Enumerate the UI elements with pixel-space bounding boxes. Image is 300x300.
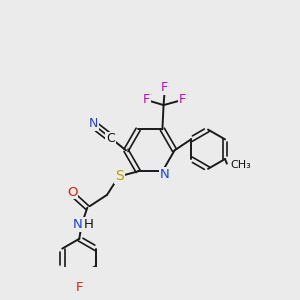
Text: F: F bbox=[76, 281, 83, 294]
Text: CH₃: CH₃ bbox=[230, 160, 251, 170]
Text: F: F bbox=[178, 93, 186, 106]
Text: F: F bbox=[143, 93, 150, 106]
Text: C: C bbox=[106, 132, 115, 145]
Text: N: N bbox=[73, 218, 82, 231]
Text: F: F bbox=[161, 81, 168, 94]
Text: N: N bbox=[89, 117, 98, 130]
Text: O: O bbox=[67, 186, 77, 199]
Text: S: S bbox=[115, 169, 124, 183]
Text: H: H bbox=[84, 218, 93, 231]
Text: N: N bbox=[159, 168, 169, 181]
